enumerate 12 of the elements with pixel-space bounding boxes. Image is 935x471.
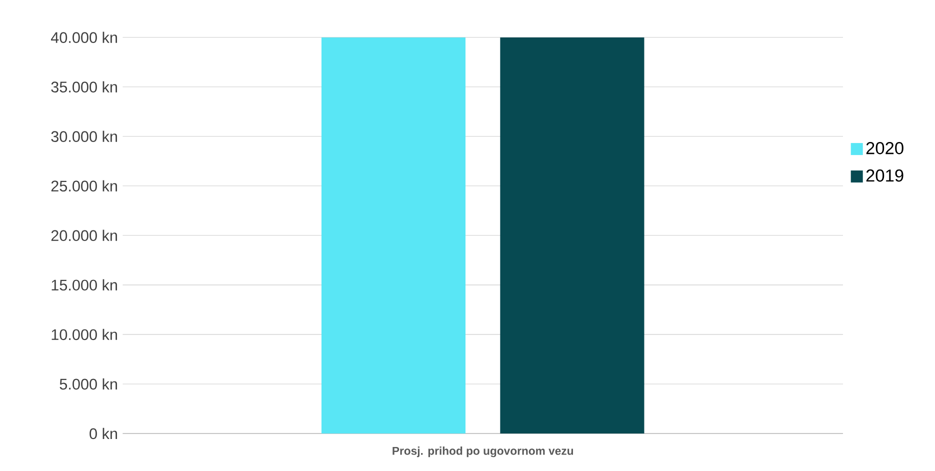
y-tick-label: 25.000 kn bbox=[51, 180, 117, 192]
y-tick-label: 30.000 kn bbox=[51, 130, 117, 142]
legend-label: 2019 bbox=[866, 170, 904, 182]
y-tick-label: 10.000 kn bbox=[52, 328, 117, 340]
legend-label: 2020 bbox=[866, 142, 904, 154]
y-tick-label: 0 kn bbox=[90, 428, 117, 440]
y-tick-label: 20.000 kn bbox=[51, 230, 117, 242]
y-tick-label: 15.000 kn bbox=[52, 279, 117, 291]
y-tick-label: 5.000 kn bbox=[60, 378, 117, 390]
y-tick-label: 35.000 kn bbox=[51, 81, 117, 93]
y-tick-label: 40.000 kn bbox=[50, 32, 117, 44]
x-tick-label: Prosj. prihod po ugovornom vezu bbox=[392, 446, 573, 458]
